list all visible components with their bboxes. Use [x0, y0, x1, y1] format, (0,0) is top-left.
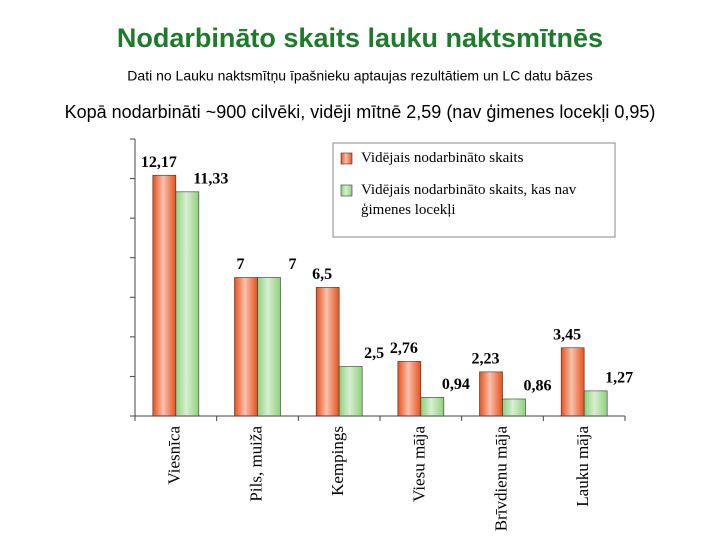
bar — [315, 287, 340, 417]
x-tick-label: Brīvdienu māja — [491, 426, 510, 532]
bar — [234, 277, 258, 417]
x-tick-label: Lauku māja — [573, 426, 592, 507]
value-label: 6,5 — [312, 266, 332, 283]
x-tick-label: Pils, muiža — [246, 426, 265, 502]
value-label: 3,45 — [553, 326, 581, 343]
legend-line: ģimenes locekļi — [361, 202, 456, 218]
value-label: 0,86 — [524, 378, 552, 395]
annotation: Kopā nodarbināti ~900 cilvēki, vidēji mī… — [65, 102, 656, 122]
legend-box — [332, 142, 616, 238]
bar — [583, 390, 608, 417]
bar — [338, 366, 363, 417]
value-label: 2,76 — [390, 340, 418, 357]
legend-line: Vidējais nodarbināto skaits, kas nav — [361, 182, 577, 198]
legend-label: Vidējais nodarbināto skaits, kas nav ģime… — [361, 182, 577, 218]
value-label: 7 — [289, 256, 297, 273]
legend-swatch — [340, 184, 353, 197]
x-tick-label: Viesu māja — [410, 426, 429, 502]
bar — [502, 398, 526, 417]
bar — [175, 191, 200, 417]
bar — [397, 361, 422, 417]
chart-title: Nodarbināto skaits lauku naktsmītnēs — [117, 23, 603, 53]
legend-label: Vidējais nodarbināto skaits — [361, 150, 524, 166]
value-label: 2,23 — [472, 351, 500, 368]
legend-line: Vidējais nodarbināto skaits — [361, 150, 524, 166]
legend-swatch — [340, 152, 353, 165]
bar — [479, 371, 503, 417]
value-label: 1,27 — [605, 370, 633, 387]
value-label: 2,5 — [364, 345, 384, 362]
chart-subtitle: Dati no Lauku naktsmītņu īpašnieku aptau… — [127, 68, 592, 84]
x-tick-label: Kempings — [328, 426, 347, 496]
bar — [560, 347, 585, 417]
value-label: 11,33 — [193, 170, 228, 187]
bar — [420, 397, 445, 417]
value-label: 7 — [237, 256, 245, 273]
x-tick-label: Viesnīca — [165, 426, 184, 485]
bar — [257, 277, 281, 417]
bar — [152, 174, 177, 417]
value-label: 12,17 — [141, 154, 177, 171]
value-label: 0,94 — [442, 376, 470, 393]
